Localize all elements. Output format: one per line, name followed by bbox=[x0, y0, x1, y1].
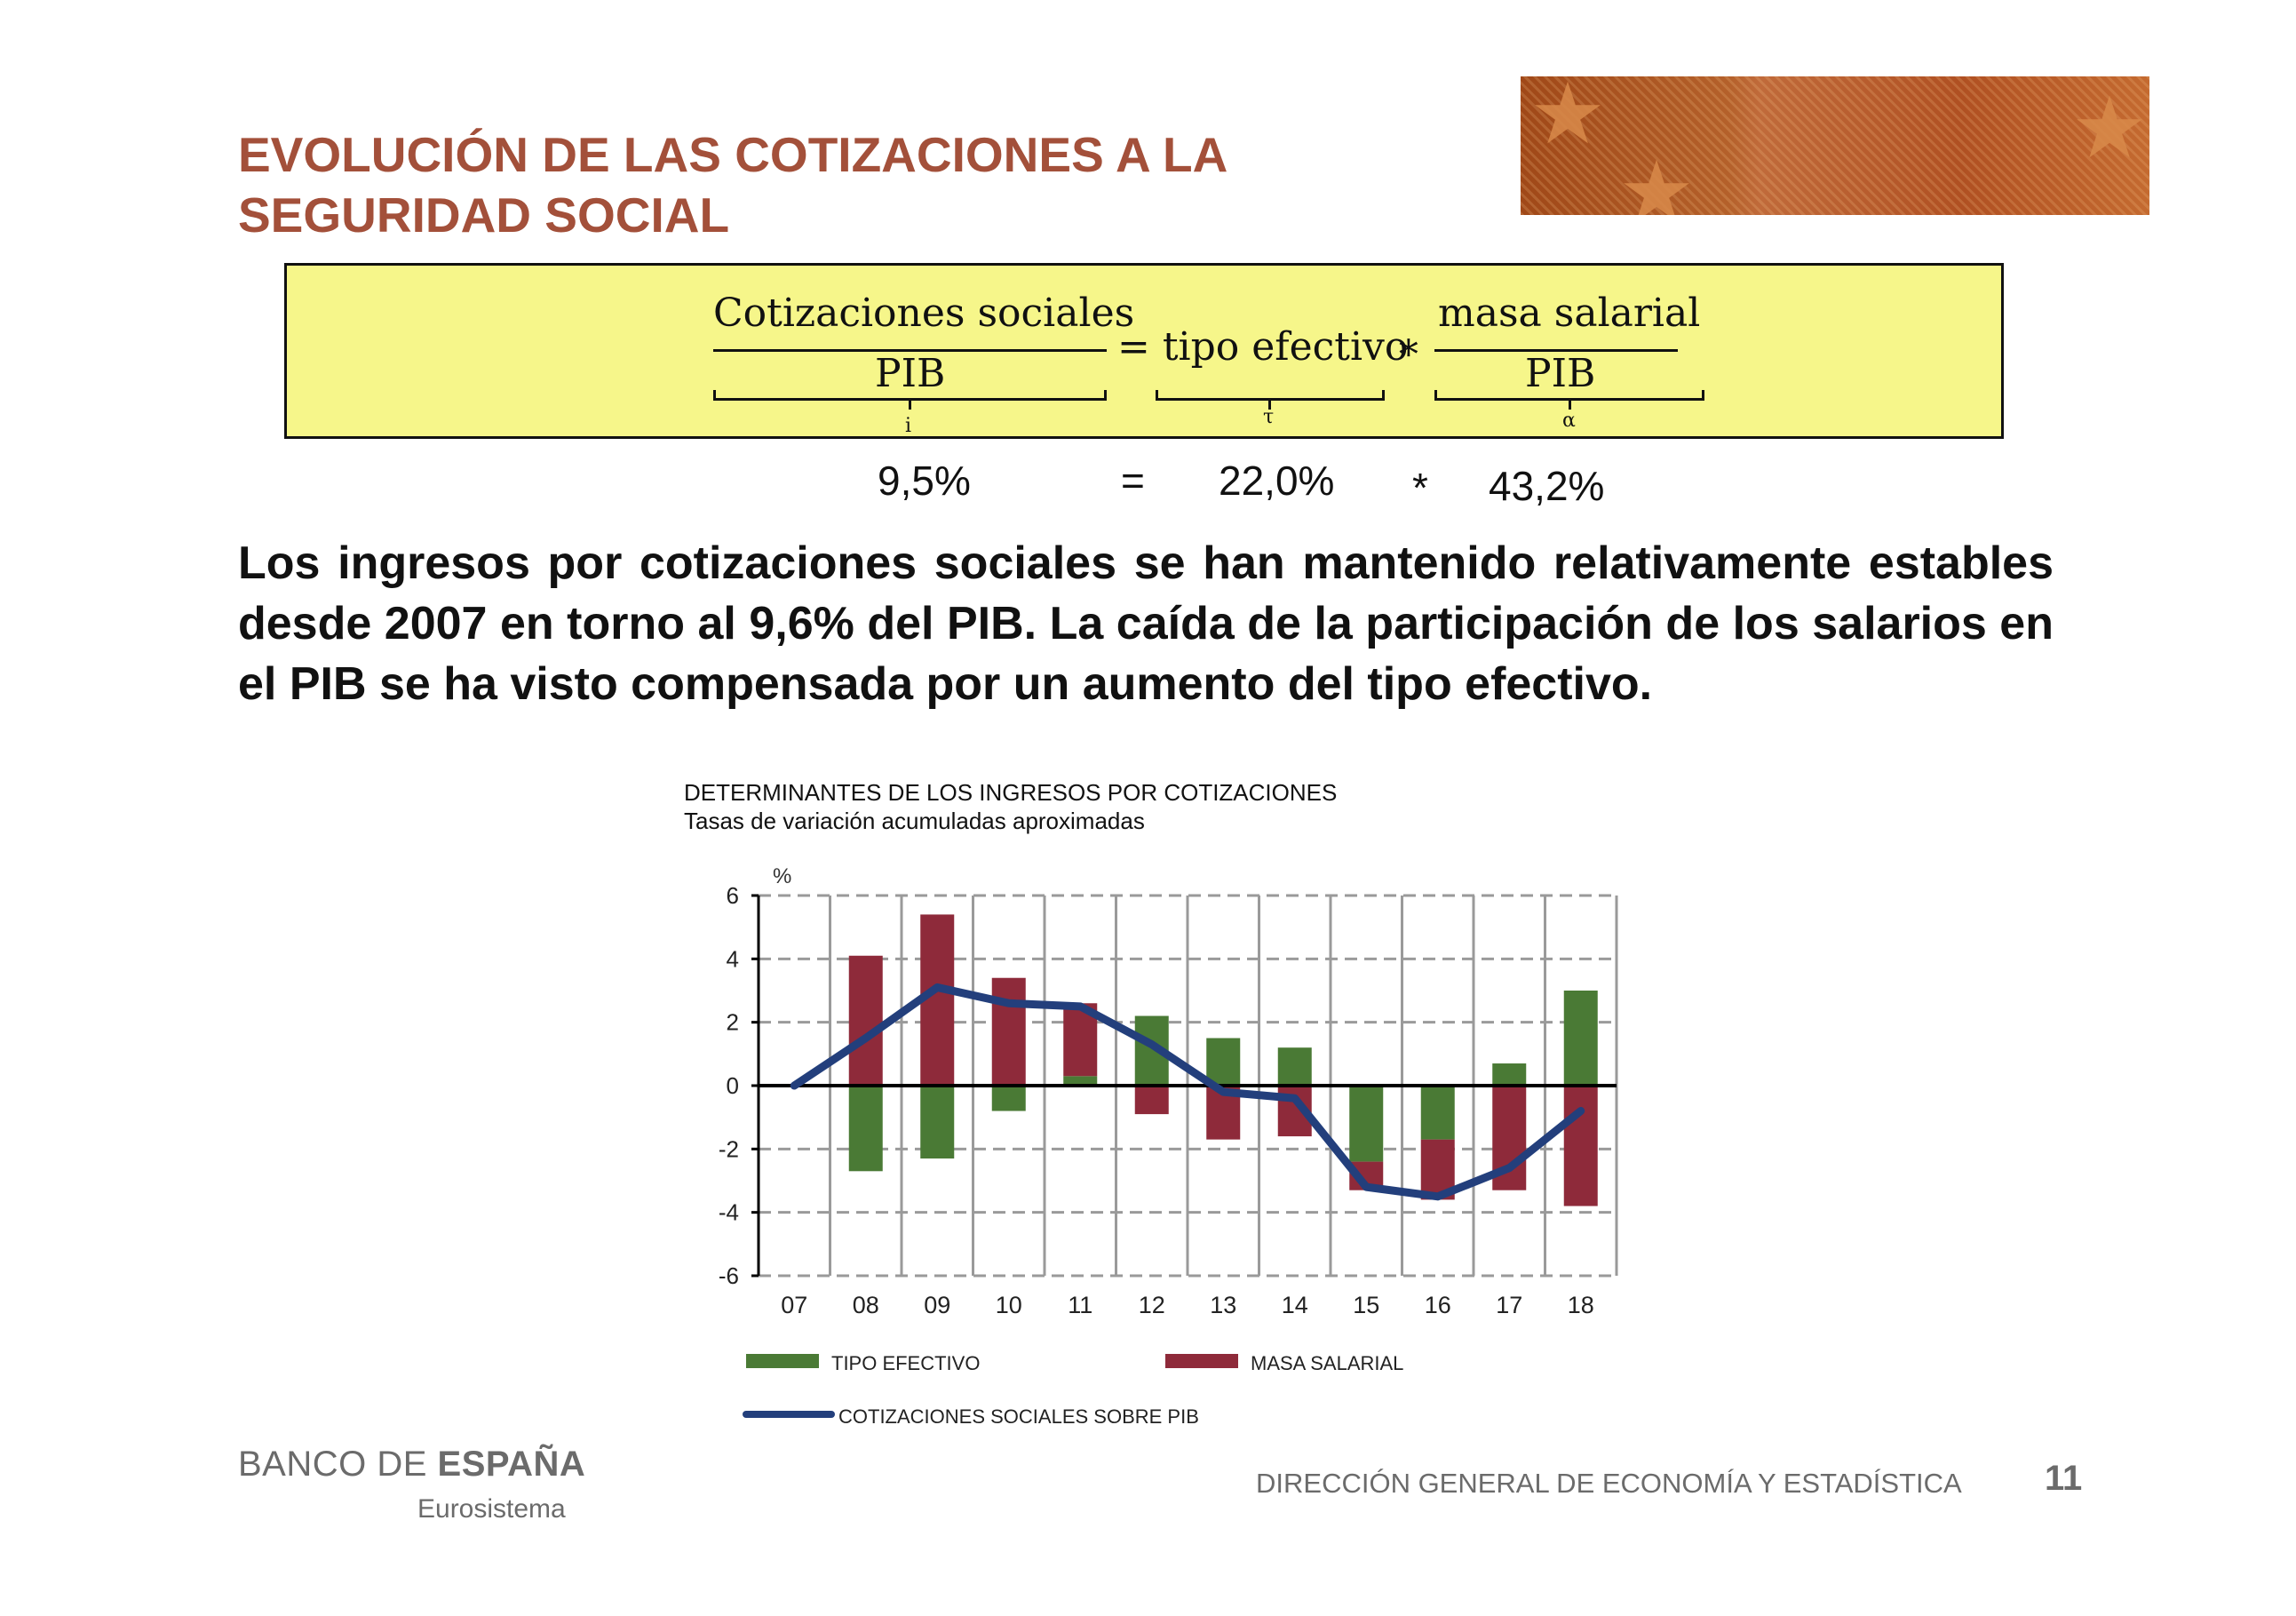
formula-times: ∗ bbox=[1395, 324, 1422, 370]
formula-denominator-right: PIB bbox=[1525, 351, 1596, 396]
bar-tipo-efectivo bbox=[1277, 1047, 1312, 1086]
x-tick-label: 17 bbox=[1496, 1292, 1522, 1318]
footer-direction: DIRECCIÓN GENERAL DE ECONOMÍA Y ESTADÍST… bbox=[1256, 1468, 1962, 1499]
y-tick-label: -2 bbox=[719, 1135, 739, 1162]
brace-tick-left bbox=[909, 399, 911, 410]
formula-symbol-mid: τ bbox=[1263, 406, 1275, 428]
page-number: 11 bbox=[2045, 1459, 2083, 1498]
legend-label: COTIZACIONES SOCIALES SOBRE PIB bbox=[838, 1405, 1199, 1428]
bar-masa-salarial bbox=[991, 977, 1026, 1086]
slide-title-line-1: EVOLUCIÓN DE LAS COTIZACIONES A LA bbox=[238, 127, 1228, 182]
brace-tick-right bbox=[1569, 399, 1571, 410]
bar-masa-salarial bbox=[848, 955, 883, 1086]
x-tick-label: 12 bbox=[1139, 1292, 1165, 1318]
x-tick-label: 09 bbox=[924, 1292, 950, 1318]
summary-paragraph: Los ingresos por cotizaciones sociales s… bbox=[238, 537, 2054, 710]
bar-tipo-efectivo bbox=[991, 1086, 1026, 1111]
bar-tipo-efectivo bbox=[1063, 1076, 1098, 1086]
x-tick-label: 16 bbox=[1425, 1292, 1451, 1318]
eurosistema-label: Eurosistema bbox=[417, 1494, 566, 1524]
cotizaciones-chart: % 6 4 2 0 -2 -4 -6 07 08 09 10 11 12 13 14 15 16 17 18 TIPO … bbox=[719, 864, 1618, 1428]
star-icon: ★ bbox=[2071, 78, 2149, 178]
x-tick-label: 07 bbox=[781, 1292, 807, 1318]
formula-numerator-right: masa salarial bbox=[1438, 291, 1701, 336]
y-tick-label: -6 bbox=[719, 1262, 739, 1289]
bar-tipo-efectivo bbox=[1563, 991, 1598, 1086]
slide-title-line-2: SEGURIDAD SOCIAL bbox=[238, 187, 730, 243]
x-tick-label: 10 bbox=[996, 1292, 1022, 1318]
euro-banner-image: ★ ★ ★ bbox=[1521, 76, 2149, 215]
y-tick-label: 2 bbox=[727, 1009, 739, 1036]
slide-title: EVOLUCIÓN DE LAS COTIZACIONES A LA SEGUR… bbox=[238, 124, 1227, 245]
x-tick-label: 13 bbox=[1210, 1292, 1236, 1318]
value-times: * bbox=[1412, 465, 1428, 511]
bar-tipo-efectivo bbox=[920, 1086, 955, 1159]
line-cotizaciones bbox=[790, 983, 1585, 1201]
y-tick-label: 4 bbox=[727, 945, 739, 972]
brace-tick-mid bbox=[1268, 399, 1271, 410]
legend-label: TIPO EFECTIVO bbox=[831, 1352, 980, 1374]
bank-name-light: BANCO DE bbox=[238, 1445, 438, 1484]
star-icon: ★ bbox=[1618, 142, 1696, 215]
legend-label: MASA SALARIAL bbox=[1251, 1352, 1403, 1374]
star-icon: ★ bbox=[1529, 76, 1607, 163]
legend-swatch bbox=[746, 1354, 819, 1368]
x-tick-label: 11 bbox=[1068, 1292, 1092, 1318]
y-tick-label: 6 bbox=[727, 882, 739, 909]
bar-tipo-efectivo bbox=[1206, 1038, 1241, 1086]
legend-swatch bbox=[1165, 1354, 1238, 1368]
value-tipo-efectivo: 22,0% bbox=[1219, 458, 1335, 504]
value-cotizaciones: 9,5% bbox=[878, 458, 971, 504]
x-tick-label: 14 bbox=[1282, 1292, 1308, 1318]
bar-tipo-efectivo bbox=[1349, 1086, 1384, 1162]
formula-symbol-left: i bbox=[905, 415, 912, 437]
formula-denominator-left: PIB bbox=[875, 351, 946, 396]
bar-masa-salarial bbox=[1563, 1086, 1598, 1206]
chart-title-line-1: DETERMINANTES DE LOS INGRESOS POR COTIZA… bbox=[684, 779, 1338, 806]
chart-subtitle: Tasas de variación acumuladas aproximada… bbox=[684, 808, 1145, 834]
bar-tipo-efectivo bbox=[1420, 1086, 1455, 1140]
y-tick-label: 0 bbox=[727, 1072, 739, 1099]
chart-title: DETERMINANTES DE LOS INGRESOS POR COTIZA… bbox=[684, 778, 1337, 835]
bar-masa-salarial bbox=[1134, 1086, 1169, 1115]
banco-de-espana-logo: BANCO DE ESPAÑA bbox=[238, 1445, 585, 1485]
value-masa-salarial: 43,2% bbox=[1489, 463, 1605, 509]
formula-equals-tipo: = tipo efectivo bbox=[1117, 324, 1409, 370]
bar-tipo-efectivo bbox=[1492, 1063, 1527, 1086]
y-unit-label: % bbox=[773, 864, 791, 888]
x-tick-label: 18 bbox=[1568, 1292, 1594, 1318]
y-tick-label: -4 bbox=[719, 1199, 739, 1226]
x-tick-label: 08 bbox=[853, 1292, 879, 1318]
bar-tipo-efectivo bbox=[848, 1086, 883, 1172]
formula-numerator-left: Cotizaciones sociales bbox=[713, 291, 1135, 336]
formula-box: Cotizaciones sociales PIB i = tipo efect… bbox=[284, 263, 2004, 439]
value-equals: = bbox=[1121, 458, 1145, 504]
fraction-bar-right bbox=[1434, 349, 1678, 352]
fraction-bar-left bbox=[713, 349, 1107, 352]
bank-name-bold: ESPAÑA bbox=[437, 1445, 586, 1484]
formula-symbol-right: α bbox=[1562, 410, 1576, 432]
x-tick-label: 15 bbox=[1353, 1292, 1379, 1318]
